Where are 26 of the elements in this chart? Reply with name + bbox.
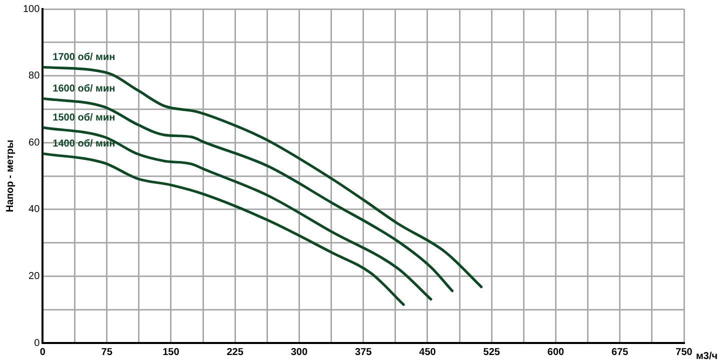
x-tick-label: 750 bbox=[676, 346, 693, 358]
y-tick-label: 60 bbox=[28, 137, 40, 148]
x-tick-label: 675 bbox=[612, 346, 629, 358]
x-tick-label: 75 bbox=[101, 346, 113, 358]
line-series bbox=[42, 126, 432, 301]
y-tick-label: 0 bbox=[34, 338, 40, 349]
x-tick-label: 450 bbox=[419, 346, 436, 358]
x-tick-label: 600 bbox=[547, 346, 565, 358]
x-tick-label: 300 bbox=[290, 346, 308, 358]
x-tick-label: 525 bbox=[483, 346, 500, 358]
y-tick-label: 100 bbox=[22, 4, 40, 15]
line-series bbox=[42, 152, 405, 306]
line-series bbox=[42, 66, 483, 288]
series-label: 1400 об/ мин bbox=[52, 138, 116, 150]
series-label: 1500 об/ мин bbox=[52, 112, 116, 124]
y-axis-title: Напор - метры bbox=[4, 140, 16, 212]
x-tick-label: 375 bbox=[355, 346, 372, 358]
line-series bbox=[42, 97, 454, 292]
y-tick-label: 40 bbox=[28, 204, 40, 216]
x-axis-title: м3/ч bbox=[696, 350, 718, 361]
y-tick-label: 20 bbox=[28, 270, 40, 282]
x-tick-label: 150 bbox=[162, 346, 180, 358]
series-label: 1600 об/ мин bbox=[52, 83, 116, 94]
series-label: 1700 об/ мин bbox=[52, 52, 116, 63]
x-tick-label: 225 bbox=[226, 346, 244, 358]
y-tick-label: 80 bbox=[28, 70, 40, 82]
